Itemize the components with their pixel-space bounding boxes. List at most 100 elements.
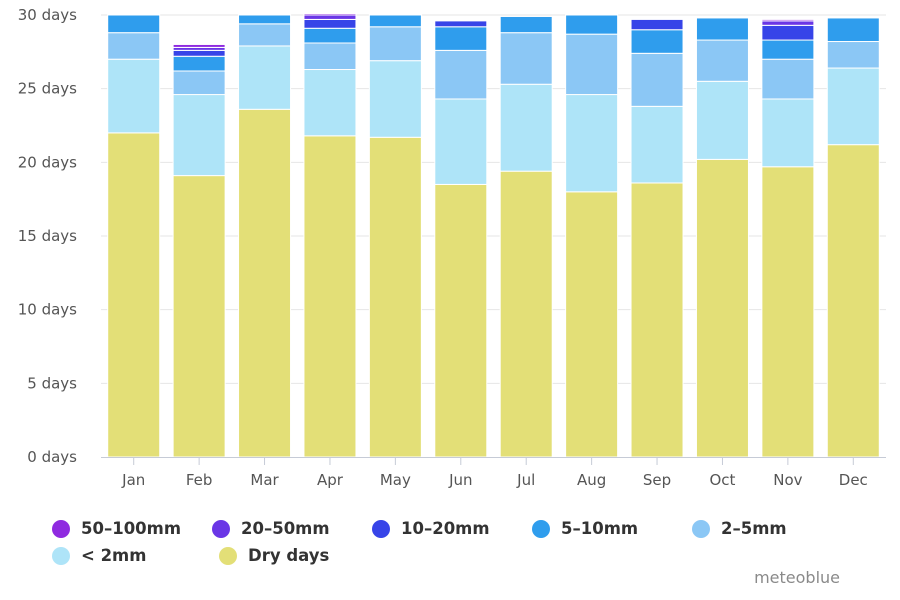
x-tick-label: Mar xyxy=(250,471,279,489)
bar-segment xyxy=(499,32,553,85)
bar-segment xyxy=(695,17,749,41)
legend-item[interactable]: < 2mm xyxy=(52,546,219,565)
bar-segment xyxy=(761,20,815,26)
legend-item[interactable]: 10–20mm xyxy=(372,519,532,538)
bar-segment xyxy=(434,183,488,458)
bar-segment xyxy=(238,14,292,25)
x-tick-label: Jun xyxy=(448,471,472,489)
y-tick-label: 15 days xyxy=(18,227,77,245)
legend-label: 5–10mm xyxy=(561,519,639,538)
bar-segment xyxy=(172,55,226,72)
bar-segment xyxy=(303,13,357,16)
legend-item[interactable]: 2–5mm xyxy=(692,519,852,538)
credit-text: meteoblue xyxy=(754,568,840,587)
legend-item[interactable]: Dry days xyxy=(219,546,386,565)
bar-segment xyxy=(303,14,357,20)
bar-segment xyxy=(630,182,684,458)
x-tick-label: Feb xyxy=(186,471,213,489)
bar-segment xyxy=(565,14,619,35)
bar-segment xyxy=(565,191,619,458)
y-tick-label: 5 days xyxy=(27,374,77,392)
bar-segment xyxy=(434,98,488,185)
legend-dot-icon xyxy=(692,519,710,538)
bar-segment xyxy=(630,52,684,107)
bar-segment xyxy=(826,41,880,69)
bar-segment xyxy=(499,83,553,172)
bar-segment xyxy=(303,18,357,29)
bar-segment xyxy=(107,14,161,34)
bar-segment xyxy=(630,18,684,31)
bar-segment xyxy=(761,24,815,41)
bar-segment xyxy=(565,33,619,96)
bar-segment xyxy=(695,80,749,160)
chart-legend: 50–100mm 20–50mm 10–20mm 5–10mm 2–5mm < 2mm Dr… xyxy=(52,515,852,569)
bar-segment xyxy=(630,105,684,184)
x-tick-label: Dec xyxy=(839,471,868,489)
legend-label: 10–20mm xyxy=(401,519,490,538)
bar-segment xyxy=(107,58,161,134)
x-tick-label: Jul xyxy=(516,471,535,489)
legend-dot-icon xyxy=(52,519,70,538)
legend-dot-icon xyxy=(372,519,390,538)
bar-segment xyxy=(172,70,226,96)
legend-dot-icon xyxy=(219,546,237,565)
legend-label: Dry days xyxy=(248,546,330,565)
bar-segment xyxy=(695,158,749,458)
bar-segment xyxy=(107,32,161,60)
bar-segment xyxy=(172,94,226,177)
bar-segment xyxy=(499,170,553,458)
bar-segment xyxy=(434,20,488,28)
bar-segment xyxy=(761,39,815,60)
bar-segment xyxy=(368,26,422,62)
legend-row: < 2mm Dry days xyxy=(52,542,852,569)
x-tick-label: May xyxy=(380,471,411,489)
bar-segment xyxy=(238,45,292,110)
y-tick-label: 0 days xyxy=(27,448,77,466)
bar-segment xyxy=(368,14,422,28)
bar-segment xyxy=(172,43,226,48)
bar-segment xyxy=(826,67,880,146)
y-tick-label: 10 days xyxy=(18,301,77,319)
y-tick-label: 25 days xyxy=(18,80,77,98)
bar-segment xyxy=(172,175,226,458)
y-tick-label: 20 days xyxy=(18,153,77,171)
bar-segment xyxy=(434,49,488,100)
legend-dot-icon xyxy=(532,519,550,538)
bar-segment xyxy=(761,98,815,168)
legend-dot-icon xyxy=(52,546,70,565)
x-tick-label: Sep xyxy=(643,471,671,489)
bar-segment xyxy=(630,29,684,54)
bar-segment xyxy=(172,49,226,57)
bar-segment xyxy=(826,144,880,458)
bar-segment xyxy=(565,94,619,193)
bar-segment xyxy=(303,42,357,71)
bar-segment xyxy=(761,18,815,22)
x-tick-label: Aug xyxy=(577,471,606,489)
bar-segment xyxy=(238,23,292,47)
bar-segment xyxy=(761,166,815,458)
y-tick-label: 30 days xyxy=(18,6,77,24)
legend-item[interactable]: 50–100mm xyxy=(52,519,212,538)
bar-segment xyxy=(303,69,357,137)
bar-segment xyxy=(499,15,553,34)
bar-segment xyxy=(238,108,292,458)
x-tick-label: Oct xyxy=(709,471,735,489)
bar-segment xyxy=(695,39,749,82)
legend-item[interactable]: 20–50mm xyxy=(212,519,372,538)
bar-segment xyxy=(761,58,815,100)
legend-dot-icon xyxy=(212,519,230,538)
x-tick-label: Nov xyxy=(773,471,802,489)
bar-segment xyxy=(107,132,161,458)
bars xyxy=(107,13,880,458)
legend-label: 2–5mm xyxy=(721,519,787,538)
axes: 0 days 5 days 10 days 15 days 20 days 25 days… xyxy=(18,6,886,489)
bar-segment xyxy=(434,26,488,51)
bar-segment xyxy=(303,27,357,44)
x-tick-label: Jan xyxy=(121,471,145,489)
bar-segment xyxy=(368,60,422,138)
bar-segment xyxy=(368,136,422,458)
legend-row: 50–100mm 20–50mm 10–20mm 5–10mm 2–5mm xyxy=(52,515,852,542)
legend-item[interactable]: 5–10mm xyxy=(532,519,692,538)
legend-label: < 2mm xyxy=(81,546,147,565)
